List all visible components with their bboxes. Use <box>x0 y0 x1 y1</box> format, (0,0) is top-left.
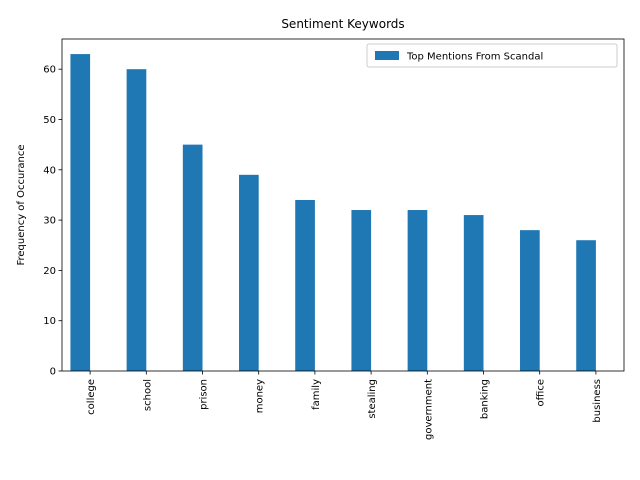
bar-money <box>239 174 259 371</box>
x-tick-label-banking: banking <box>480 379 491 419</box>
bar-family <box>295 199 315 371</box>
bar-office <box>520 230 540 371</box>
x-tick-label-school: school <box>142 379 153 411</box>
x-tick-label-government: government <box>423 379 434 440</box>
x-tick-label-family: family <box>311 379 322 410</box>
y-tick-label: 10 <box>43 316 56 327</box>
bar-stealing <box>351 210 372 371</box>
y-tick-label: 50 <box>43 115 56 126</box>
bar-prison <box>182 144 203 371</box>
x-tick-label-college: college <box>86 379 97 415</box>
plot-area: 0 10 20 30 40 50 60 college school prison money fam… <box>43 38 625 440</box>
y-axis-label: Frequency of Occurance <box>16 144 27 265</box>
x-tick-label-stealing: stealing <box>367 379 378 419</box>
legend: Top Mentions From Scandal <box>366 43 618 68</box>
bar-school <box>126 69 147 371</box>
y-tick-label: 40 <box>43 165 56 176</box>
x-tick-label-prison: prison <box>199 379 210 410</box>
y-tick-label: 20 <box>43 266 56 277</box>
bar-business <box>576 240 596 371</box>
y-tick-label: 60 <box>43 65 56 76</box>
x-tick-label-office: office <box>536 379 547 406</box>
axes-frame <box>61 38 625 372</box>
legend-swatch <box>375 51 399 60</box>
x-tick-label-business: business <box>592 379 603 423</box>
chart-title: Sentiment Keywords <box>281 17 404 31</box>
x-tick-label-money: money <box>255 379 266 413</box>
legend-box <box>366 43 618 68</box>
bar-banking <box>463 215 484 371</box>
y-tick-label: 30 <box>43 216 56 227</box>
legend-label: Top Mentions From Scandal <box>406 52 543 63</box>
bar-college <box>70 54 91 371</box>
bar-government <box>407 210 428 371</box>
y-tick-label: 0 <box>50 367 56 378</box>
